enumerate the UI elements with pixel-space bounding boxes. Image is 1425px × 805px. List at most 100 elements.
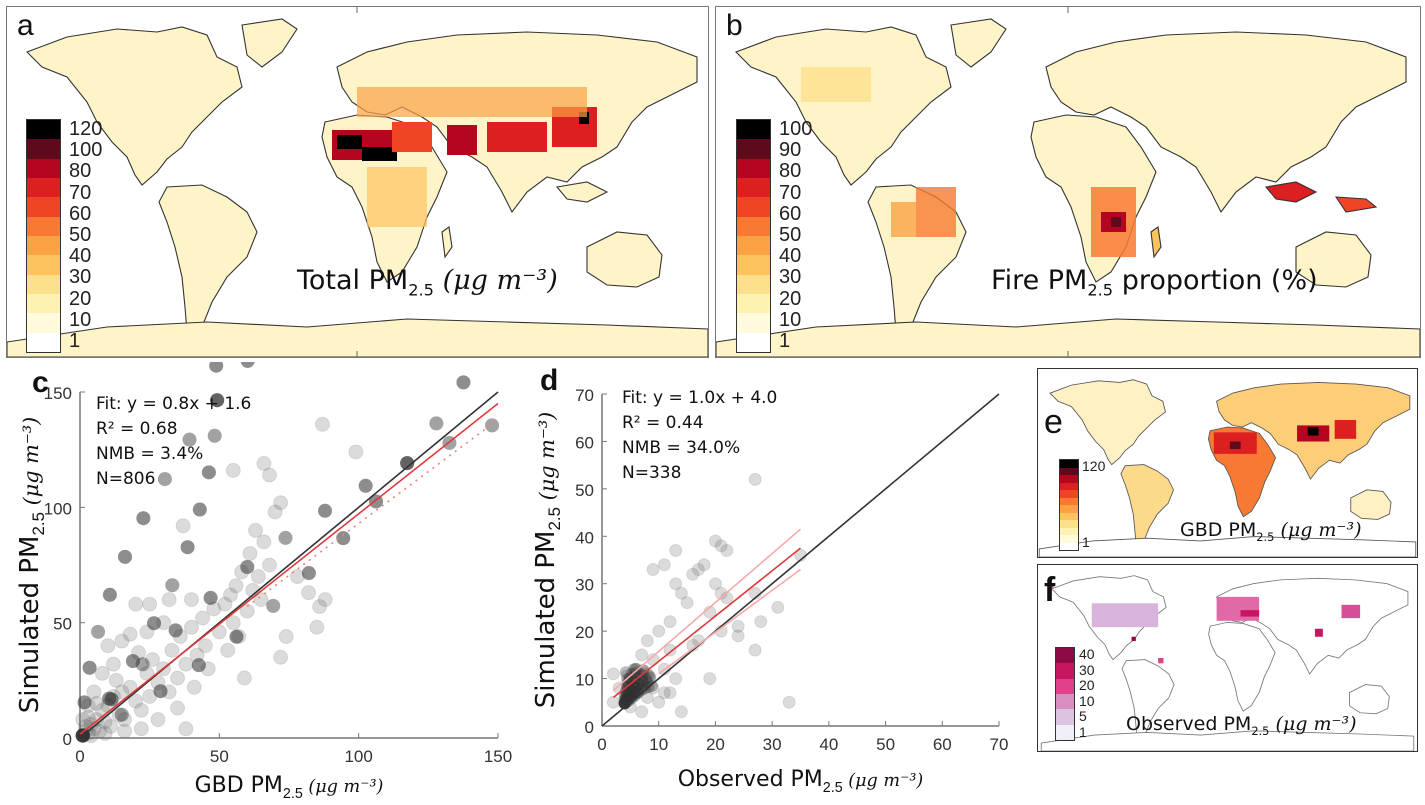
data-point <box>157 472 172 487</box>
data-point <box>636 675 649 688</box>
data-point <box>266 598 281 613</box>
data-point <box>309 619 325 635</box>
data-point <box>114 707 129 722</box>
data-point <box>102 691 117 706</box>
data-point <box>256 456 272 472</box>
data-point <box>229 629 244 644</box>
data-point <box>631 686 644 699</box>
colorbar-segment <box>1060 512 1078 520</box>
colorbar-segment <box>1060 527 1078 535</box>
line-1-1-line <box>601 393 1000 727</box>
south-america <box>1120 464 1174 545</box>
data-point <box>136 511 151 526</box>
data-point <box>147 616 162 631</box>
data-point <box>77 695 92 710</box>
data-point <box>748 643 762 657</box>
colorbar-segment <box>737 158 770 178</box>
data-point <box>731 619 745 633</box>
data-point <box>117 712 133 728</box>
data-point <box>456 375 471 390</box>
data-point <box>618 697 631 710</box>
data-point <box>217 596 233 612</box>
data-point <box>136 511 151 526</box>
hotspot-arabia <box>447 125 477 155</box>
x-axis-label: GBD PM2.5 (μg m⁻³) <box>195 773 384 800</box>
data-point <box>669 672 683 686</box>
colorbar-segment <box>1056 724 1074 740</box>
data-point <box>125 654 140 669</box>
data-point <box>754 615 768 629</box>
data-point <box>336 531 351 546</box>
data-point <box>456 375 471 390</box>
data-point <box>92 723 108 739</box>
australia <box>1349 684 1390 715</box>
data-point <box>91 624 106 639</box>
x-tick-label: 50 <box>876 735 895 754</box>
data-point <box>168 623 183 638</box>
data-point <box>639 672 652 685</box>
data-point <box>634 673 647 686</box>
data-point <box>139 624 155 640</box>
data-point <box>164 642 180 658</box>
r2-d: R² = 0.44 <box>622 413 704 433</box>
data-point <box>170 670 186 686</box>
data-point <box>652 695 666 709</box>
data-point <box>125 654 140 669</box>
hotspot-amazon <box>916 187 956 237</box>
colorbar-tick-label: 5 <box>1079 708 1087 725</box>
data-point <box>91 624 106 639</box>
panel-letter-b: b <box>726 9 743 42</box>
data-point <box>91 624 106 639</box>
data-point <box>114 633 130 649</box>
data-point <box>82 660 97 675</box>
colorbar-segment <box>1060 497 1078 505</box>
data-point <box>240 559 255 574</box>
y-tick-label: 30 <box>575 576 594 595</box>
data-point <box>240 353 255 368</box>
hotspots-a <box>332 87 597 227</box>
data-point <box>618 697 631 710</box>
data-point <box>225 462 241 478</box>
data-point <box>625 680 638 693</box>
data-point <box>621 694 634 707</box>
x-tick-label: 40 <box>819 735 838 754</box>
data-point <box>82 660 97 675</box>
map-title-e: GBD PM2.5 (μg m⁻³) <box>1180 519 1362 544</box>
obs-europe-hot <box>1240 610 1260 617</box>
hotspot-india-core <box>1307 427 1319 436</box>
data-point <box>606 667 620 681</box>
colorbar-a-ticks: 120 100 80 70 60 50 40 30 20 10 1 <box>69 119 109 351</box>
data-point <box>189 647 205 663</box>
panel-d-scatter: d 0 10 20 30 40 50 60 70 0 10 20 30 40 50 60 70 Observed… <box>520 362 1020 800</box>
data-point <box>348 444 364 460</box>
colorbar-a <box>26 119 61 353</box>
y-tick-label: 50 <box>53 615 72 634</box>
data-point <box>278 530 293 545</box>
data-point <box>201 465 216 480</box>
data-point <box>619 666 632 679</box>
data-point <box>77 695 92 710</box>
y-tick-label: 70 <box>575 386 594 405</box>
hotspot-sahara-core <box>1229 441 1241 450</box>
data-point <box>201 465 216 480</box>
data-point <box>165 578 180 593</box>
data-point <box>261 557 277 573</box>
data-point <box>619 692 632 705</box>
data-point <box>100 638 116 654</box>
colorbar-tick-label: 120 <box>1082 458 1106 474</box>
data-point <box>633 678 646 691</box>
colorbar-tick-label: 50 <box>69 224 92 246</box>
colorbar-segment <box>27 120 60 140</box>
data-point <box>102 587 117 602</box>
hotspot-sahara-core <box>337 135 362 149</box>
data-point <box>620 688 633 701</box>
hotspot-sahel <box>362 147 397 161</box>
data-point <box>75 712 91 728</box>
x-tick-label: 10 <box>649 735 668 754</box>
colorbar-segment <box>1060 520 1078 528</box>
colorbar-segment <box>737 235 770 256</box>
data-point <box>429 416 444 431</box>
data-point <box>197 638 213 654</box>
data-point <box>240 559 255 574</box>
y-tick-label: 40 <box>575 528 594 547</box>
